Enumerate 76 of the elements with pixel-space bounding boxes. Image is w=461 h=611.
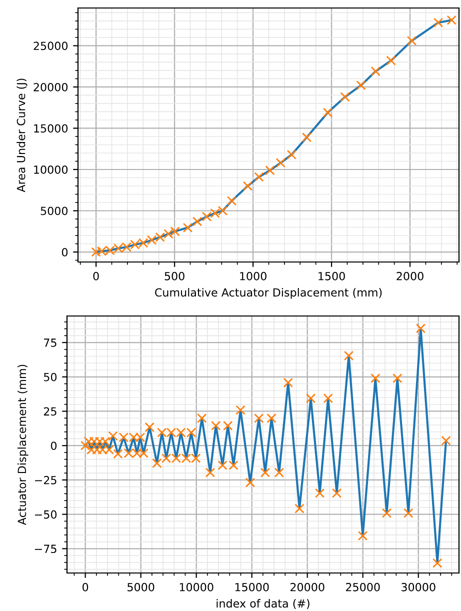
y-tick-label: 0 <box>50 442 57 450</box>
x-tick-label: 30000 <box>402 582 436 592</box>
point <box>226 196 237 206</box>
point <box>432 558 442 568</box>
y-tick-label: −50 <box>35 510 57 519</box>
point <box>344 350 354 361</box>
y-tick-label: 10000 <box>34 165 68 174</box>
x-tick-label: 1000 <box>240 272 266 280</box>
point <box>332 488 342 498</box>
point <box>254 413 264 424</box>
y-axis-title: Actuator Displacement (mm) <box>18 364 28 526</box>
point <box>370 66 381 76</box>
point <box>236 405 246 415</box>
point <box>433 18 444 28</box>
line-series <box>95 19 453 254</box>
point <box>322 108 333 118</box>
point <box>144 422 154 432</box>
point <box>265 165 275 176</box>
x-tick-label: 25000 <box>346 582 380 592</box>
x-tick-label: 0 <box>93 272 99 280</box>
point <box>254 172 264 182</box>
y-tick-label: 0 <box>62 248 68 256</box>
point <box>223 420 233 431</box>
x-tick-label: 5000 <box>128 582 154 592</box>
line-series <box>84 327 448 564</box>
y-tick-label: 50 <box>44 372 57 382</box>
y-tick-label: −75 <box>35 544 56 554</box>
point <box>242 181 253 191</box>
point <box>260 468 270 478</box>
y-tick-label: 15000 <box>34 124 68 133</box>
x-tick-label: 2000 <box>396 272 424 280</box>
point <box>382 508 392 518</box>
point <box>80 440 90 450</box>
x-tick-label: 10000 <box>180 582 214 592</box>
point <box>306 393 316 404</box>
point <box>340 92 350 102</box>
x-tick-label: 15000 <box>235 582 269 592</box>
point <box>152 458 162 468</box>
y-tick-label: 5000 <box>40 206 68 216</box>
point <box>182 222 193 233</box>
x-axis-title: Cumulative Actuator Displacement (mm) <box>155 288 382 299</box>
point <box>294 504 304 514</box>
point <box>192 216 202 226</box>
point <box>286 150 297 160</box>
point <box>356 80 366 90</box>
point <box>197 413 207 424</box>
point <box>358 530 368 541</box>
point <box>245 478 256 488</box>
point <box>276 158 286 168</box>
point <box>386 56 396 66</box>
y-tick-label: 20000 <box>34 82 68 92</box>
point <box>205 468 216 478</box>
x-tick-label: 20000 <box>290 582 324 592</box>
point <box>302 132 312 142</box>
y-tick-label: −25 <box>35 476 56 484</box>
point <box>416 324 426 334</box>
point <box>392 373 402 384</box>
y-axis-title: Area Under Curve (J) <box>16 78 28 192</box>
point <box>274 468 284 478</box>
point <box>314 488 325 498</box>
point <box>406 36 417 46</box>
x-tick-label: 500 <box>164 272 184 280</box>
point <box>323 393 333 404</box>
x-axis-title: index of data (#) <box>216 599 310 609</box>
point <box>404 508 414 518</box>
point <box>211 420 221 431</box>
x-tick-label: 0 <box>82 582 88 592</box>
x-tick-label: 1500 <box>318 272 345 280</box>
point <box>446 15 456 25</box>
point <box>370 373 380 384</box>
point <box>266 413 276 424</box>
point <box>441 436 451 446</box>
y-tick-label: 75 <box>44 338 56 347</box>
y-tick-label: 25000 <box>34 42 68 50</box>
y-tick-label: 25 <box>44 407 56 416</box>
point <box>283 378 294 388</box>
